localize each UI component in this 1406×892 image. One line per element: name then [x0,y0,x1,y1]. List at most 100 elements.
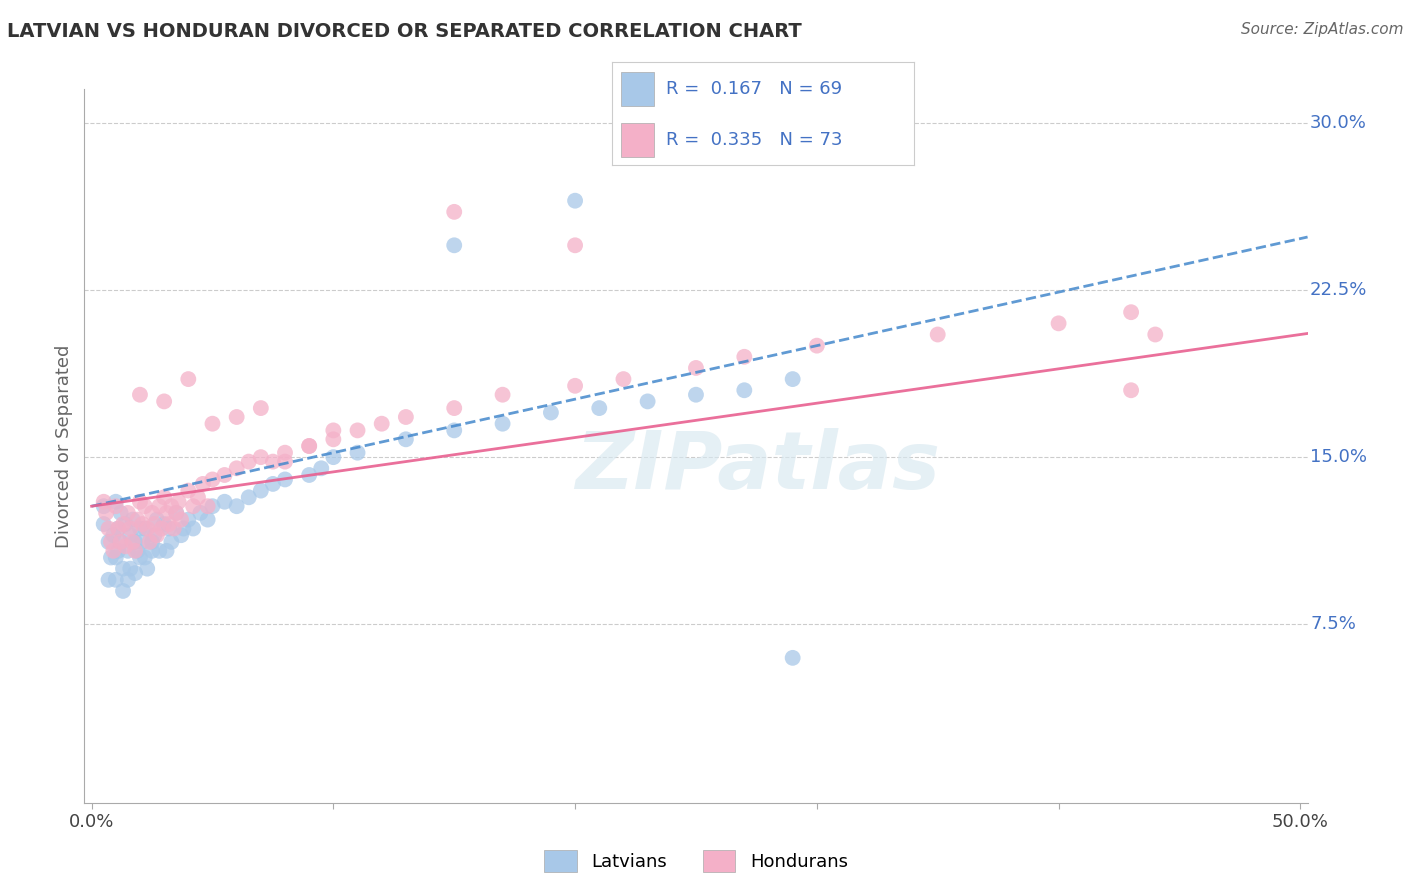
Point [298,439,321,453]
Point [782,372,804,386]
Point [685,387,707,401]
Point [100,550,122,565]
Point [309,461,332,475]
Point [157,517,180,532]
Point [806,338,828,352]
Point [131,517,153,532]
Y-axis label: Divorced or Separated: Divorced or Separated [55,344,73,548]
Point [129,550,152,565]
Point [120,521,142,535]
Point [110,506,132,520]
Point [177,512,200,526]
Text: R =  0.335   N = 73: R = 0.335 N = 73 [666,131,842,149]
Point [155,506,177,520]
Point [225,461,247,475]
Point [143,517,166,532]
Point [201,417,224,431]
Point [134,550,156,565]
Point [564,378,586,392]
Point [112,517,135,532]
Point [170,528,193,542]
Point [225,500,247,514]
Point [110,534,132,549]
Point [322,432,344,446]
Point [1047,317,1070,331]
Point [141,506,163,520]
Point [117,506,139,520]
Point [564,238,586,252]
Point [112,583,135,598]
Point [112,562,135,576]
Point [138,534,160,549]
Point [127,543,149,558]
Point [134,521,156,535]
Point [157,521,180,535]
Point [346,424,368,438]
Point [103,543,125,558]
Point [124,534,146,549]
Point [443,204,465,219]
Point [141,534,163,549]
Point [165,506,187,520]
Point [733,384,755,398]
Point [225,409,247,424]
Text: 22.5%: 22.5% [1310,281,1368,299]
Point [104,500,127,514]
Text: R =  0.167   N = 69: R = 0.167 N = 69 [666,79,842,97]
Point [274,446,297,460]
Point [443,401,465,416]
Point [262,455,284,469]
Point [298,439,321,453]
Point [214,467,236,482]
Point [612,372,634,386]
Text: LATVIAN VS HONDURAN DIVORCED OR SEPARATED CORRELATION CHART: LATVIAN VS HONDURAN DIVORCED OR SEPARATE… [7,22,801,41]
Point [167,494,190,508]
Legend: Latvians, Hondurans: Latvians, Hondurans [537,843,855,880]
Point [346,446,368,460]
Point [117,573,139,587]
Point [187,490,209,504]
Point [322,450,344,464]
Point [395,432,418,446]
Point [1119,305,1142,319]
Point [214,494,236,508]
Point [146,528,169,542]
Text: 15.0%: 15.0% [1310,448,1367,467]
Point [370,417,392,431]
Point [107,521,129,535]
Point [491,387,513,401]
Point [1119,384,1142,398]
Point [238,490,260,504]
Point [322,424,344,438]
Point [93,494,115,508]
Text: 7.5%: 7.5% [1310,615,1355,633]
Point [97,534,120,549]
Point [588,401,610,416]
Point [103,528,125,542]
Point [150,521,173,535]
Point [97,521,120,535]
Point [491,417,513,431]
Point [170,512,193,526]
Point [190,506,212,520]
Point [104,573,127,587]
Point [540,405,562,419]
Point [153,517,176,532]
Point [274,472,297,486]
Point [160,500,183,514]
Point [117,543,139,558]
Point [197,512,219,526]
Point [238,455,260,469]
Bar [620,71,654,105]
Point [177,372,200,386]
Point [191,476,214,491]
Point [121,512,143,526]
Point [274,455,297,469]
Point [107,521,129,535]
Point [134,500,156,514]
Point [181,500,204,514]
Point [443,238,465,252]
Point [93,517,115,532]
Point [250,450,273,464]
Point [136,521,159,535]
